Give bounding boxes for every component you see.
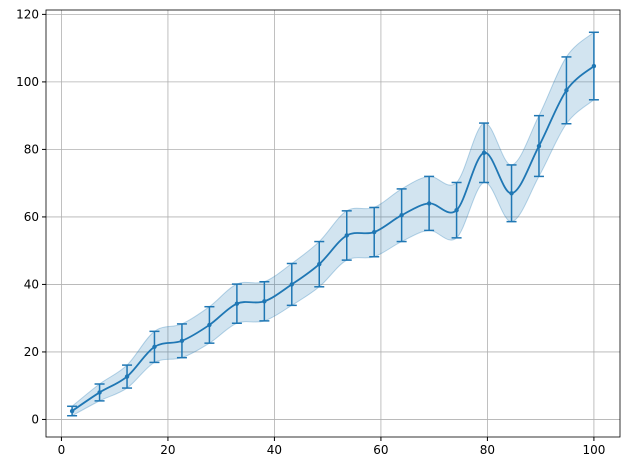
plot-frame xyxy=(45,9,621,438)
point xyxy=(591,63,597,69)
y-tick-label: 40 xyxy=(24,277,39,291)
x-tick-label: 20 xyxy=(160,443,175,457)
x-tick-label: 60 xyxy=(373,443,388,457)
x-tick-label: 100 xyxy=(582,443,605,457)
y-tick-label: 60 xyxy=(24,210,39,224)
x-tick-label: 40 xyxy=(267,443,282,457)
point xyxy=(289,282,294,287)
y-tick-label: 0 xyxy=(31,412,39,426)
point xyxy=(69,408,75,414)
point xyxy=(372,229,377,235)
point xyxy=(97,390,102,395)
y-tick-label: 20 xyxy=(24,345,39,359)
y-tick-label: 120 xyxy=(16,7,39,21)
y-tick-label: 100 xyxy=(16,75,39,89)
point xyxy=(536,143,542,149)
point xyxy=(179,338,185,343)
point xyxy=(454,207,459,213)
point xyxy=(399,213,404,218)
point xyxy=(262,299,267,304)
error-band xyxy=(71,31,595,417)
point xyxy=(317,261,322,267)
point xyxy=(344,233,349,238)
point xyxy=(426,201,432,206)
x-tick-label: 80 xyxy=(480,443,495,457)
point xyxy=(207,322,212,328)
x-tick-label: 0 xyxy=(58,443,66,457)
point xyxy=(234,301,240,306)
point xyxy=(509,191,514,196)
point xyxy=(124,374,130,379)
y-tick-label: 80 xyxy=(24,142,39,156)
point xyxy=(152,344,157,350)
point xyxy=(564,88,569,93)
point xyxy=(481,150,487,155)
line xyxy=(71,65,595,412)
